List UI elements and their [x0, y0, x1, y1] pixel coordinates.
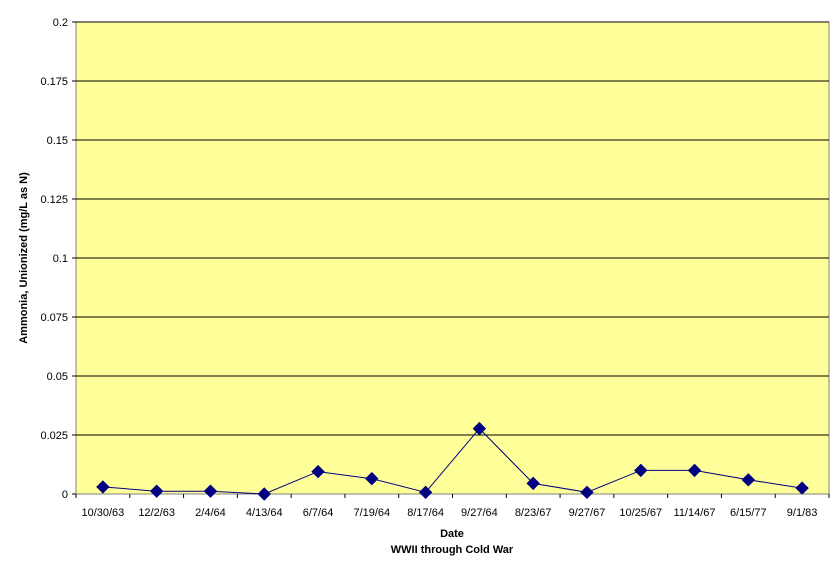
x-tick-label: 6/7/64: [303, 507, 334, 519]
y-tick-label: 0.1: [53, 253, 68, 265]
data-point: [96, 480, 110, 494]
y-tick-label: 0.175: [40, 76, 68, 88]
x-tick-label: 9/27/64: [461, 507, 498, 519]
x-tick-label: 10/25/67: [619, 507, 662, 519]
x-tick-label: 8/23/67: [515, 507, 552, 519]
x-tick-label: 6/15/77: [730, 507, 767, 519]
data-point: [741, 473, 756, 487]
data-point: [472, 421, 487, 436]
data-point: [634, 463, 648, 478]
data-point: [687, 463, 702, 478]
x-tick-label: 12/2/63: [138, 507, 175, 519]
y-tick-label: 0: [62, 489, 68, 501]
gridlines: [76, 21, 829, 436]
x-tick-label: 4/13/64: [246, 507, 283, 519]
data-point: [795, 481, 809, 495]
y-tick-label: 0.075: [40, 312, 68, 324]
y-tick-label: 0.025: [40, 430, 68, 442]
data-point: [418, 485, 433, 500]
data-point: [365, 471, 379, 486]
x-tick-label: 8/17/64: [407, 507, 444, 519]
data-point: [580, 485, 594, 500]
x-axis-subtitle: WWII through Cold War: [391, 544, 514, 556]
x-tick-label: 9/1/83: [787, 507, 818, 519]
y-tick-label: 0.2: [53, 17, 68, 29]
data-point: [203, 484, 218, 498]
data-point: [311, 464, 325, 479]
series-markers: [96, 421, 809, 501]
data-point: [526, 476, 540, 491]
y-axis-ticks: 0 0.025 0.05 0.075 0.1 0.125 0.15 0.175 0.2: [40, 17, 76, 501]
x-tick-label: 9/27/67: [569, 507, 606, 519]
y-tick-label: 0.15: [47, 135, 68, 147]
x-tick-label: 11/14/67: [674, 507, 716, 519]
y-tick-label: 0.125: [40, 194, 68, 206]
y-tick-label: 0.05: [47, 371, 68, 383]
data-point: [257, 487, 271, 501]
x-tick-label: 2/4/64: [195, 507, 226, 519]
x-axis-title: Date: [440, 528, 464, 540]
x-tick-label: 7/19/64: [353, 507, 390, 519]
series-line: [102, 427, 803, 495]
data-point: [149, 484, 164, 498]
x-tick-label: 10/30/63: [81, 507, 124, 519]
x-axis-ticks: 10/30/63 12/2/63 2/4/64 4/13/64 6/7/64 7/19/6…: [75, 494, 830, 519]
y-axis-title: Ammonia, Unionized (mg/L as N): [18, 172, 30, 344]
